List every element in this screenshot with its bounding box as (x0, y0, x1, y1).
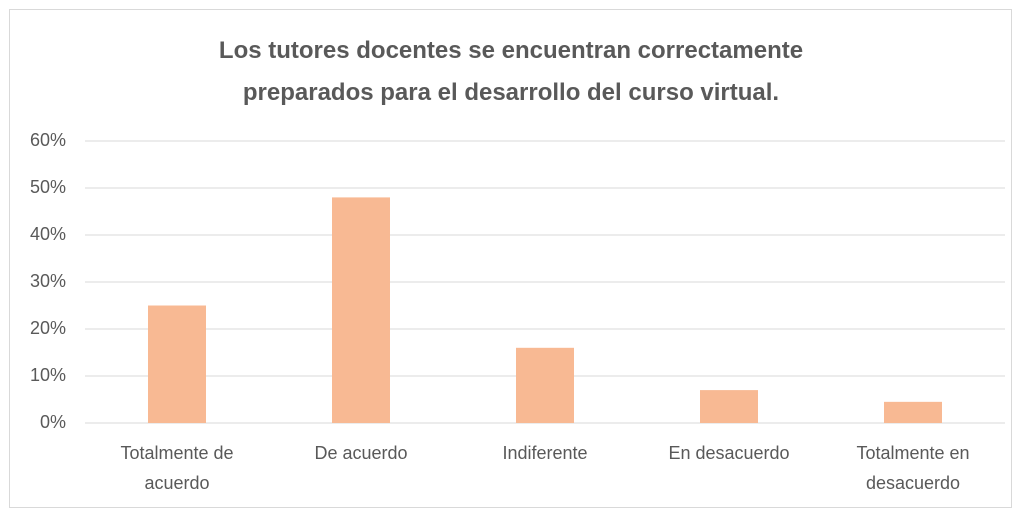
y-tick-label: 50% (30, 177, 66, 197)
x-tick-label: Totalmente de acuerdo (120, 443, 234, 493)
x-tick-label: Totalmente en desacuerdo (856, 443, 970, 493)
y-tick-label: 0% (40, 412, 66, 432)
y-tick-label: 60% (30, 130, 66, 150)
bar (700, 390, 758, 423)
bar (332, 197, 390, 423)
x-tick-label: Indiferente (502, 443, 588, 463)
bar (516, 347, 574, 423)
x-tick-label: En desacuerdo (668, 443, 790, 463)
chart-frame (9, 9, 1012, 508)
y-tick-label: 20% (30, 318, 66, 338)
y-tick-label: 30% (30, 271, 66, 291)
chart-title: Los tutores docentes se encuentran corre… (218, 37, 804, 106)
y-tick-label: 10% (30, 365, 66, 385)
bar (884, 401, 942, 423)
bar (148, 305, 206, 423)
y-tick-label: 40% (30, 224, 66, 244)
x-tick-label: De acuerdo (314, 443, 408, 463)
